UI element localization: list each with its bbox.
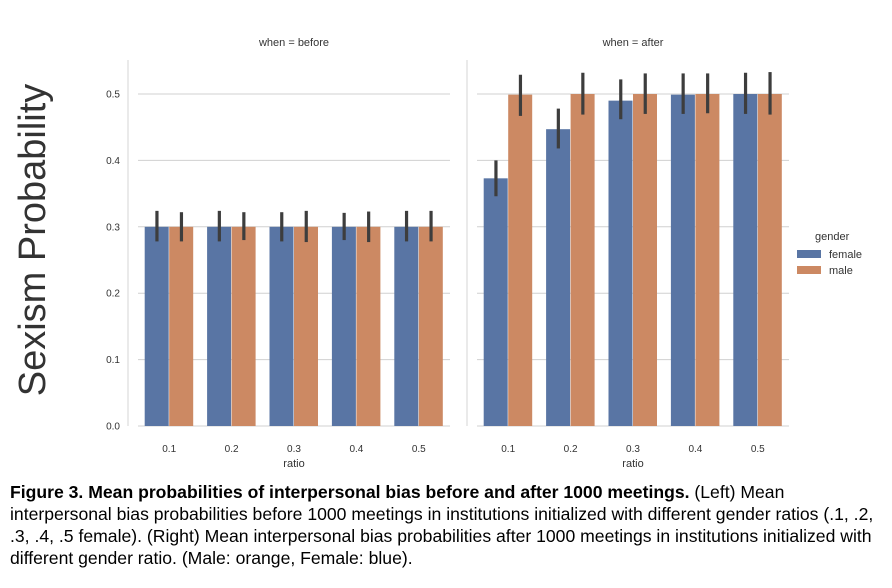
figure-caption: Figure 3. Mean probabilities of interper… xyxy=(10,481,882,569)
bar-female-0.4 xyxy=(331,226,356,426)
bar-female-0.5 xyxy=(733,94,758,426)
bar-female-0.4 xyxy=(670,94,695,426)
bar-male-0.4 xyxy=(695,94,720,426)
x-tick-label: 0.4 xyxy=(349,444,363,455)
legend-label-female: female xyxy=(829,249,862,261)
y-tick-label: 0.4 xyxy=(106,156,120,167)
bar-chart: Sexism Probability when = before 0.0 0.1 0.… xyxy=(12,37,862,470)
bar-male-0.2 xyxy=(570,94,595,426)
bar-female-0.3 xyxy=(608,100,633,426)
bar-male-0.1 xyxy=(508,94,533,426)
y-tick-label: 0.2 xyxy=(106,289,120,300)
caption-text: (Left) Mean interpersonal bias probabili… xyxy=(10,482,874,568)
x-tick-label: 0.1 xyxy=(162,444,176,455)
bar-female-0.1 xyxy=(144,226,169,426)
legend: gender female male xyxy=(797,231,862,277)
panel-0: when = before 0.0 0.1 0.2 0.3 0.4 0.5 0.1 0.2 0.3… xyxy=(106,37,450,470)
bar-male-0.3 xyxy=(633,94,657,426)
legend-title: gender xyxy=(815,231,850,243)
legend-label-male: male xyxy=(829,265,853,277)
x-axis-label: ratio xyxy=(283,458,304,470)
panel-1: when = after 0.1 0.2 0.3 0.4 0.5 ratio xyxy=(466,37,789,470)
bar-male-0.1 xyxy=(169,226,194,426)
bar-female-0.3 xyxy=(269,226,294,426)
x-axis-label: ratio xyxy=(622,458,643,470)
legend-swatch-male xyxy=(797,266,821,274)
bar-female-0.5 xyxy=(394,226,419,426)
bar-female-0.2 xyxy=(546,129,571,426)
bar-female-0.2 xyxy=(207,226,232,426)
x-tick-label: 0.3 xyxy=(626,444,640,455)
bar-male-0.4 xyxy=(356,226,381,426)
bar-female-0.1 xyxy=(483,178,508,426)
bar-male-0.2 xyxy=(231,226,256,426)
caption-title: Mean probabilities of interpersonal bias… xyxy=(88,482,690,502)
x-tick-label: 0.2 xyxy=(564,444,578,455)
x-tick-label: 0.1 xyxy=(501,444,515,455)
y-tick-label: 0.3 xyxy=(106,222,120,233)
x-tick-label: 0.5 xyxy=(412,444,426,455)
x-tick-label: 0.3 xyxy=(287,444,301,455)
y-tick-label: 0.5 xyxy=(106,90,120,101)
facet-title: when = after xyxy=(602,37,664,49)
y-axis-label: Sexism Probability xyxy=(12,84,54,397)
facet-title: when = before xyxy=(258,37,329,49)
x-tick-label: 0.4 xyxy=(688,444,702,455)
caption-label: Figure 3. xyxy=(10,482,84,502)
y-tick-label: 0.0 xyxy=(106,422,120,433)
x-tick-label: 0.2 xyxy=(225,444,239,455)
y-tick-label: 0.1 xyxy=(106,355,120,366)
bar-male-0.5 xyxy=(418,226,443,426)
bar-male-0.5 xyxy=(757,94,782,426)
x-tick-label: 0.5 xyxy=(751,444,765,455)
bar-male-0.3 xyxy=(294,226,318,426)
legend-swatch-female xyxy=(797,250,821,258)
